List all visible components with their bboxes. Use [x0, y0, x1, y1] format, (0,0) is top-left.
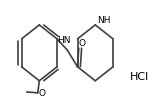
Text: NH: NH [97, 16, 111, 25]
Text: HCl: HCl [130, 72, 149, 82]
Text: HN: HN [57, 36, 71, 45]
Text: O: O [78, 39, 85, 48]
Text: O: O [38, 89, 45, 98]
